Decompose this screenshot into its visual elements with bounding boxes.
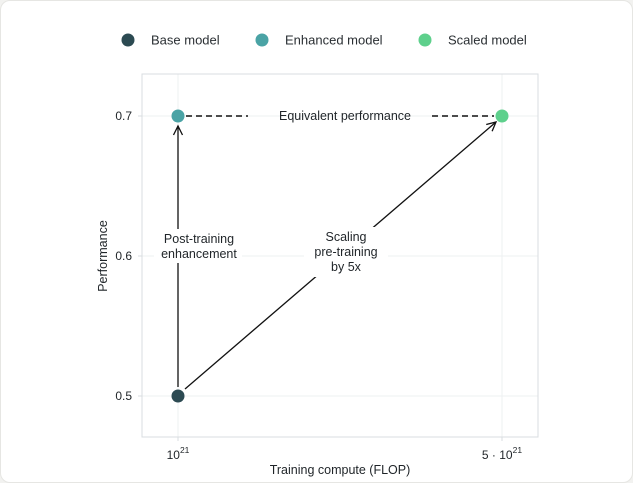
y-axis-title: Performance	[96, 220, 110, 292]
y-tick-label-2: 0.7	[115, 109, 132, 123]
legend-label-base-model: Base model	[151, 33, 220, 48]
legend-marker-scaled-model	[418, 33, 432, 47]
scaling-label-line-1: pre-training	[314, 245, 377, 259]
point-enhanced-model-0	[171, 109, 185, 123]
x-axis-title: Training compute (FLOP)	[270, 463, 411, 477]
point-scaled-model-0	[495, 109, 509, 123]
x-tick-label-1: 5 · 1021	[482, 445, 522, 462]
equivalent-performance-label: Equivalent performance	[279, 109, 411, 123]
y-tick-label-1: 0.6	[115, 249, 132, 263]
y-tick-label-0: 0.5	[115, 389, 132, 403]
legend-label-scaled-model: Scaled model	[448, 33, 527, 48]
x-tick-label-0: 1021	[167, 445, 190, 462]
post-training-label-line-0: Post-training	[164, 232, 234, 246]
scaling-label-bg	[304, 227, 388, 277]
scaling-label-line-2: by 5x	[331, 260, 362, 274]
legend-marker-enhanced-model	[255, 33, 269, 47]
legend: Base model Enhanced model Scaled model	[121, 33, 527, 48]
scaling-label-line-0: Scaling	[326, 230, 367, 244]
point-base-model-0	[171, 389, 185, 403]
ticks-layer: 0.5 0.6 0.7 1021 5 · 1021	[115, 109, 522, 462]
post-training-label-line-1: enhancement	[161, 247, 237, 261]
points-layer	[171, 109, 509, 403]
annotations-layer: Equivalent performance Post-trainingenhan…	[154, 109, 498, 390]
legend-label-enhanced-model: Enhanced model	[285, 33, 383, 48]
legend-marker-base-model	[121, 33, 135, 47]
post-training-label-bg	[154, 229, 242, 263]
